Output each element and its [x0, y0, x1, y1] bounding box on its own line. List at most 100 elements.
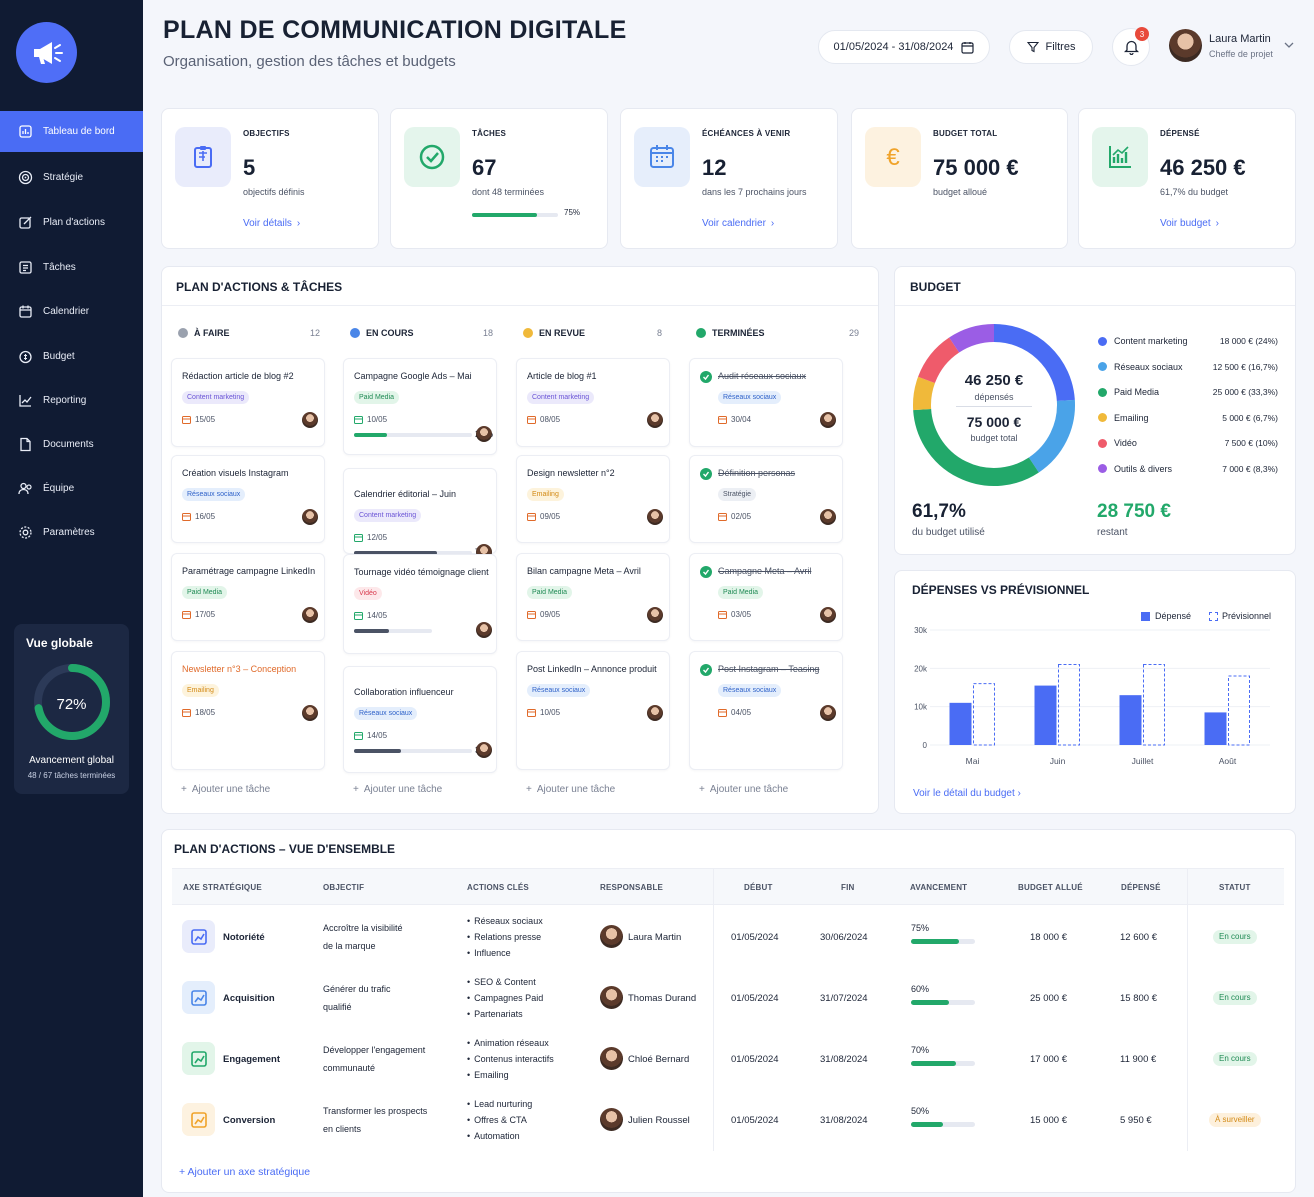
key-action: • Campagnes Paid	[467, 993, 543, 1003]
assignee-avatar	[302, 412, 318, 428]
assignee-avatar	[820, 705, 836, 721]
end-date: 30/06/2024	[820, 932, 868, 943]
progress-fill	[911, 939, 959, 944]
add-axis-button[interactable]: + Ajouter un axe stratégique	[179, 1166, 311, 1178]
owner-avatar	[600, 1047, 623, 1070]
task-title: Post Instagram – Teasing	[718, 664, 820, 674]
task-card[interactable]: Collaboration influenceur Réseaux sociaux…	[343, 666, 497, 773]
calendar-icon	[527, 709, 536, 717]
owner-avatar	[600, 925, 623, 948]
list-icon	[19, 261, 32, 274]
table-header-cell: STATUT	[1219, 883, 1251, 892]
table-header-cell: DÉBUT	[744, 883, 773, 892]
task-card[interactable]: Post Instagram – Teasing Réseaux sociaux 0…	[689, 651, 843, 770]
calendar-icon	[718, 709, 727, 717]
spending-bar-chart: 30k 20k 10k 0 Mai Juin Juillet Août	[914, 626, 1270, 766]
table-row[interactable]	[172, 907, 1284, 968]
task-tag: Paid Media	[182, 586, 228, 599]
kpi-icon-box	[404, 127, 460, 187]
kpi-value: 12	[702, 155, 727, 180]
budget-allocated: 15 000 €	[1030, 1115, 1067, 1126]
task-card[interactable]: Paramétrage campagne LinkedIn Paid Media 1…	[171, 553, 325, 641]
budget-legend-item: Paid Media 25 000 € (33,3%)	[1098, 387, 1278, 397]
table-row[interactable]	[172, 1090, 1284, 1151]
bullet: •	[467, 916, 471, 926]
x-tick-label: Août	[1219, 756, 1237, 766]
key-action-label: Automation	[474, 1131, 520, 1141]
kpi-link-label: Voir calendrier	[702, 218, 766, 229]
sidebar-item-8[interactable]: Documents	[0, 424, 143, 465]
task-card[interactable]: Rédaction article de blog #2 Content mark…	[171, 358, 325, 447]
assignee-avatar	[820, 412, 836, 428]
task-due-date: 16/05	[182, 512, 215, 521]
x-tick-label: Juin	[1050, 756, 1066, 766]
sidebar-item-6[interactable]: Budget	[0, 336, 143, 377]
table-header-cell: RESPONSABLE	[600, 883, 664, 892]
table-row[interactable]	[172, 968, 1284, 1029]
date-range-picker[interactable]: 01/05/2024 - 31/08/2024	[818, 30, 990, 64]
budget-detail-link[interactable]: Voir le détail du budget ›	[913, 788, 1021, 799]
sidebar-item-4[interactable]: Tâches	[0, 247, 143, 288]
sidebar-item-7[interactable]: Reporting	[0, 380, 143, 421]
task-progress-bar	[354, 629, 432, 633]
task-card[interactable]: Bilan campagne Meta – Avril Paid Media 09/…	[516, 553, 670, 641]
kpi-link[interactable]: Voir détails ›	[243, 218, 300, 229]
objective-line: qualifié	[323, 1002, 352, 1012]
chevron-down-icon[interactable]	[1284, 42, 1294, 49]
bar-chart-icon	[1109, 146, 1131, 168]
y-tick-label: 0	[923, 741, 928, 750]
sidebar-item-1[interactable]: Tableau de bord	[0, 111, 143, 152]
task-card[interactable]: Audit réseaux sociaux Réseaux sociaux 30/0…	[689, 358, 843, 447]
kpi-link[interactable]: Voir calendrier ›	[702, 218, 774, 229]
task-card[interactable]: Campagne Meta – Avril Paid Media 03/05	[689, 553, 843, 641]
task-card[interactable]: Définition personas Stratégie 02/05	[689, 455, 843, 543]
plus-icon: +	[526, 784, 532, 795]
add-task-button[interactable]: + Ajouter une tâche	[353, 784, 442, 795]
donut-slice	[1028, 399, 1075, 473]
task-card[interactable]: Tournage vidéo témoignage client Vidéo 14/…	[343, 554, 497, 654]
task-card[interactable]: Calendrier éditorial – Juin Content marke…	[343, 468, 497, 560]
sidebar-item-5[interactable]: Calendrier	[0, 291, 143, 332]
budget-title: BUDGET	[910, 280, 961, 294]
donut-slice	[993, 324, 1075, 402]
sidebar-item-3[interactable]: Plan d'actions	[0, 202, 143, 243]
calendar-icon	[354, 534, 363, 542]
task-card[interactable]: Design newsletter n°2 Emailing 09/05	[516, 455, 670, 543]
task-card[interactable]: Newsletter n°3 – Conception Emailing 18/05	[171, 651, 325, 770]
task-progress-fill	[354, 749, 402, 753]
axis-name: Notoriété	[223, 932, 265, 943]
sidebar-item-2[interactable]: Stratégie	[0, 157, 143, 198]
bar-spent	[1119, 695, 1142, 745]
kanban-column-header: EN REVUE	[523, 326, 585, 340]
user-avatar[interactable]	[1169, 29, 1202, 62]
bullet: •	[467, 1070, 471, 1080]
task-title: Paramétrage campagne LinkedIn	[182, 566, 316, 576]
sidebar-item-label: Équipe	[43, 483, 75, 494]
filters-button[interactable]: Filtres	[1009, 30, 1093, 64]
budget-legend-item: Outils & divers 7 000 € (8,3%)	[1098, 464, 1278, 474]
task-due-date: 04/05	[718, 708, 751, 717]
task-card[interactable]: Post LinkedIn – Annonce produit Réseaux s…	[516, 651, 670, 770]
task-tag: Paid Media	[354, 391, 400, 404]
sidebar-item-10[interactable]: Paramètres	[0, 512, 143, 553]
add-task-button[interactable]: + Ajouter une tâche	[181, 784, 270, 795]
sidebar-item-label: Plan d'actions	[43, 217, 105, 228]
add-task-button[interactable]: + Ajouter une tâche	[526, 784, 615, 795]
task-date: 18/05	[195, 708, 216, 717]
objective-line: Accroître la visibilité	[323, 923, 403, 933]
objective-line: de la marque	[323, 941, 376, 951]
kpi-link[interactable]: Voir budget ›	[1160, 218, 1219, 229]
bullet: •	[467, 1099, 471, 1109]
task-due-date: 10/05	[527, 708, 560, 717]
budget-used-percent: 61,7%	[912, 501, 966, 522]
budget-spent-value: 46 250 €	[964, 372, 1024, 389]
task-card[interactable]: Création visuels Instagram Réseaux sociau…	[171, 455, 325, 543]
add-task-button[interactable]: + Ajouter une tâche	[699, 784, 788, 795]
task-card[interactable]: Article de blog #1 Content marketing 08/05	[516, 358, 670, 447]
progress-label: 50%	[911, 1106, 930, 1116]
task-card[interactable]: Campagne Google Ads – Mai Paid Media 10/05…	[343, 358, 497, 455]
document-icon	[20, 437, 31, 452]
sidebar-item-9[interactable]: Équipe	[0, 468, 143, 509]
axis-icon-box	[182, 920, 215, 953]
table-row[interactable]	[172, 1029, 1284, 1090]
